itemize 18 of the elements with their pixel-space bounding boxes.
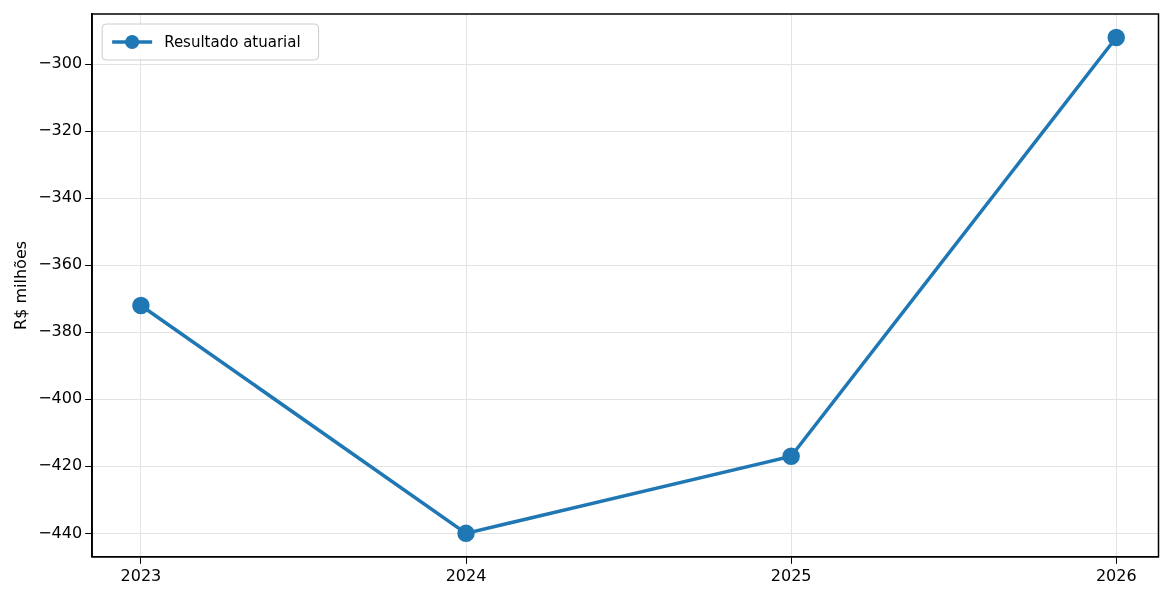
legend-label: Resultado atuarial (164, 32, 301, 51)
x-tick-label: 2026 (1095, 565, 1137, 585)
x-tick-label: 2025 (770, 565, 812, 585)
y-tick-label: −400 (38, 388, 83, 408)
x-tick-label: 2023 (120, 565, 162, 585)
y-tick-label: −380 (38, 321, 83, 341)
point (457, 524, 475, 543)
y-tick-label: −440 (38, 522, 83, 542)
y-tick-label: −420 (38, 455, 83, 475)
y-tick-label: −320 (38, 120, 83, 140)
point (1107, 28, 1125, 47)
point (782, 447, 800, 466)
y-tick-label: −340 (38, 187, 83, 207)
y-tick-label: −360 (38, 254, 83, 274)
y-axis-title: R$ milhões (10, 240, 30, 330)
y-tick-label: −300 (38, 53, 83, 73)
point (132, 296, 150, 315)
x-tick-label: 2024 (445, 565, 487, 585)
